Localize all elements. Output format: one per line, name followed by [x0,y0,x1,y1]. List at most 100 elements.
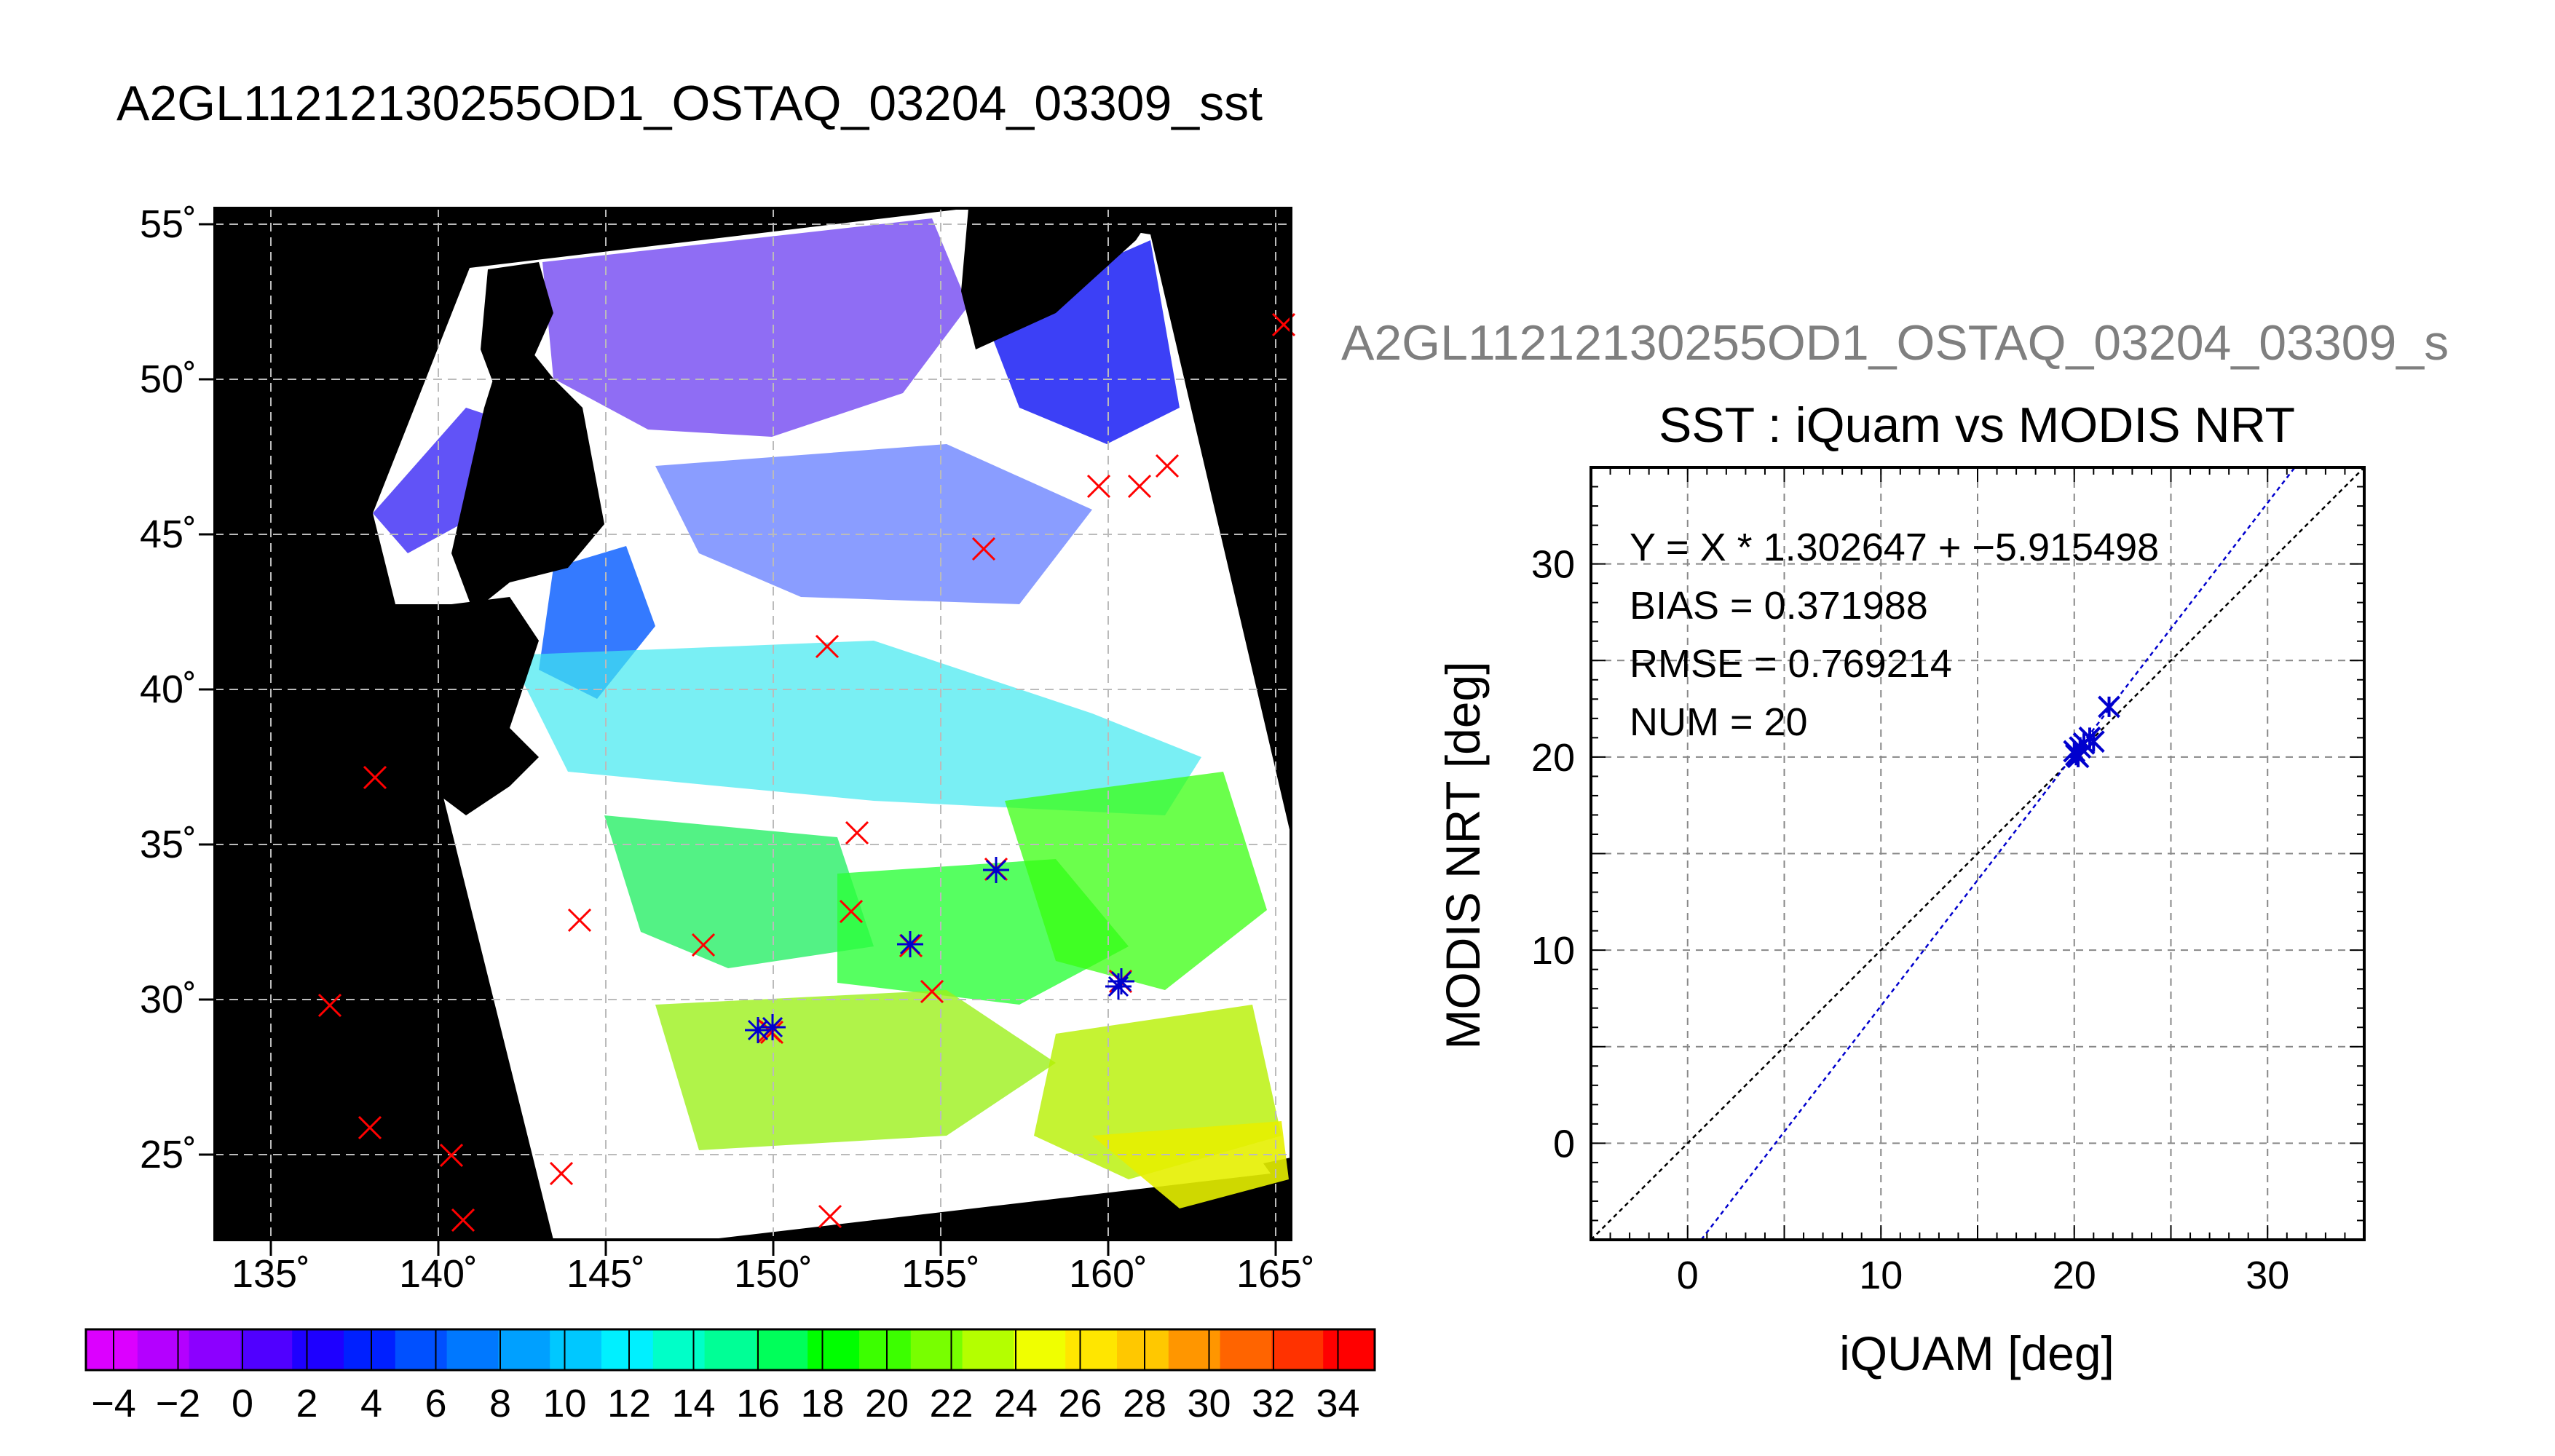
red-x-marker [818,1204,842,1229]
sst-patch-green-west [604,815,874,968]
lon-label-150: 150˚ [734,1252,813,1296]
colorbar-label: 14 [671,1382,715,1425]
japan-hokkaido [451,342,604,612]
y-axis-label: MODIS NRT [deg] [1436,661,1490,1049]
colorbar-cell [498,1329,550,1370]
colorbar-cell [344,1329,396,1370]
lon-label-145: 145˚ [566,1252,645,1296]
colorbar-cell [189,1329,241,1370]
colorbar-cell [137,1329,190,1370]
sst-patch-subarctic-blue [655,444,1092,604]
colorbar-label: 20 [865,1382,909,1425]
colorbar-label: 22 [929,1382,973,1425]
sst-patch-cyan-band [510,641,1201,815]
red-x-marker [1155,454,1180,478]
colorbar-cell [1168,1329,1221,1370]
colorbar-cell [756,1329,808,1370]
sst-patch-green-east [1005,772,1267,990]
red-x-marker [451,1208,475,1233]
lon-label-165: 165˚ [1236,1252,1315,1296]
red-x-marker [971,537,996,561]
colorbar-label: 30 [1187,1382,1231,1425]
colorbar-cell [550,1329,602,1370]
colorbar-cell [1117,1329,1169,1370]
x-axis-label: iQUAM [deg] [1839,1326,2114,1380]
sst-patch-sakhalin-blue [373,408,510,553]
land-masses [373,208,1150,815]
blue-asterisk-marker [1105,973,1132,1000]
scatter-y-tick-label: 0 [1553,1122,1575,1166]
colorbar-cell [86,1329,138,1370]
lon-label-135: 135˚ [232,1252,310,1296]
red-x-marker [920,979,944,1004]
colorbar-label: 28 [1123,1382,1166,1425]
scatter-y-tick-label: 30 [1531,543,1575,587]
sst-patch-cold-north [542,218,968,437]
scatter-point [2082,730,2105,753]
lon-label-140: 140˚ [399,1252,478,1296]
identity-line [1590,467,2365,1241]
colorbar-label: 6 [424,1382,446,1425]
map-grid [215,208,1291,1240]
colorbar-cell [1271,1329,1324,1370]
blue-asterisk-marker [759,1014,786,1040]
stats-bias: BIAS = 0.371988 [1630,584,1928,628]
scatter-y-tick-label: 20 [1531,736,1575,780]
colorbar-cell [1220,1329,1272,1370]
map-tick-marks [199,223,1277,1256]
colorbar-frame [84,1328,1376,1372]
stats-num: NUM = 20 [1630,700,1808,744]
sst-map: 135˚ 140˚ 145˚ 150˚ 155˚ 160˚ 165˚ 55˚ 5… [140,202,1315,1296]
scatter-x-tick-label: 30 [2246,1254,2289,1297]
colorbar-cell [652,1329,706,1370]
colorbar-cell [446,1329,499,1370]
stats-rmse: RMSE = 0.769214 [1630,642,1952,686]
map-lat-labels: 55˚ 50˚ 45˚ 40˚ 35˚ 30˚ 25˚ [140,202,197,1176]
scatter-panel: A2GL11212130255OD1_OSTAQ_03204_03309_s S… [1341,315,2449,1380]
lat-label-30: 30˚ [140,978,197,1021]
colorbar-label: 4 [360,1382,382,1425]
scatter-point [2069,736,2092,759]
sst-color-patches [373,218,1289,1208]
sst-patch-yellow-south [1092,1121,1289,1208]
lat-label-40: 40˚ [140,668,197,711]
map-frame [213,207,1292,1241]
scatter-x-tick-label: 20 [2053,1254,2096,1297]
red-x-marker [839,899,864,924]
lat-label-45: 45˚ [140,513,197,556]
japan-honshu [373,597,539,815]
colorbar-cell [704,1329,757,1370]
blue-asterisk-marker [897,931,923,957]
scatter-y-tick-label: 10 [1531,929,1575,973]
colorbar-label: 12 [607,1382,651,1425]
scatter-x-tick-label: 0 [1677,1254,1699,1297]
faded-title: A2GL11212130255OD1_OSTAQ_03204_03309_s [1341,315,2449,371]
colorbar-label: 32 [1252,1382,1295,1425]
scatter-x-tick-label: 10 [1859,1254,1903,1297]
colorbar-cell [395,1329,448,1370]
red-x-marker [845,820,869,845]
page-title: A2GL11212130255OD1_OSTAQ_03204_03309_sst [117,76,1263,131]
colorbar-cell [807,1329,860,1370]
colorbar-cell [910,1329,963,1370]
colorbar-label: 8 [489,1382,511,1425]
colorbar-cell [240,1329,293,1370]
colorbar-label: 10 [542,1382,586,1425]
lon-label-160: 160˚ [1069,1252,1148,1296]
lat-label-35: 35˚ [140,823,197,866]
colorbar-label: 18 [800,1382,844,1425]
colorbar-label: 24 [994,1382,1038,1425]
colorbar-cell [1323,1329,1375,1370]
lat-label-50: 50˚ [140,357,197,401]
lat-label-55: 55˚ [140,202,197,246]
red-x-marker [358,1115,382,1140]
scatter-plot: 0 10 20 30 0 10 20 30 [1531,466,2366,1297]
colorbar-label: 16 [736,1382,780,1425]
colorbar-cell [1065,1329,1118,1370]
colorbar-label: 26 [1058,1382,1102,1425]
blue-asterisk-marker [1108,968,1134,994]
colorbar-cell [859,1329,912,1370]
colorbar-labels: −4 −2 0 2 4 6 8 10 12 14 16 18 20 22 24 26 28 30 32 34 [91,1329,1360,1425]
regression-fit-line [1700,467,2296,1241]
